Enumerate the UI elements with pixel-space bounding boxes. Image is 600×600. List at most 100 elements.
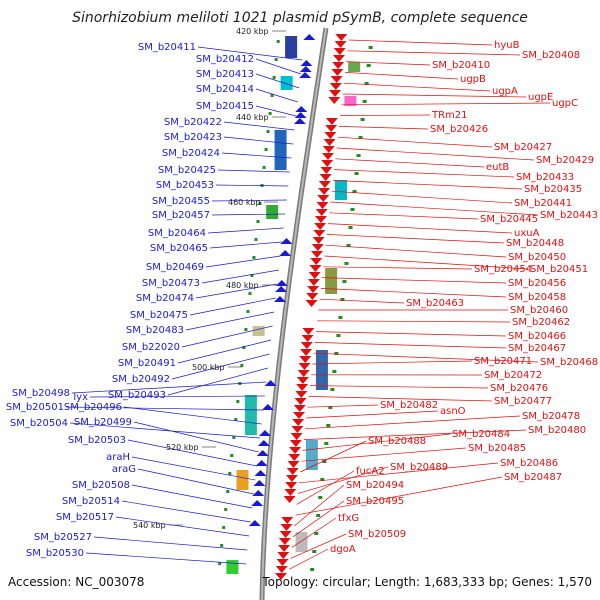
leader-line bbox=[177, 339, 272, 364]
gene-label-sm-b20465[interactable]: SM_b20465 bbox=[150, 243, 208, 254]
gene-label-sm-b20514[interactable]: SM_b20514 bbox=[62, 496, 120, 507]
gene-label-sm-b20474[interactable]: SM_b20474 bbox=[136, 293, 194, 304]
gene-label-sm-b20425[interactable]: SM_b20425 bbox=[158, 165, 216, 176]
gene-label-sm-b20498[interactable]: SM_b20498 bbox=[12, 388, 70, 399]
gene-label-sm-b20476[interactable]: SM_b20476 bbox=[490, 383, 548, 394]
gene-label-sm-b20457[interactable]: SM_b20457 bbox=[152, 210, 210, 221]
gene-label-sm-b20471[interactable]: SM_b20471 bbox=[474, 356, 532, 367]
gene-label-sm-b20475[interactable]: SM_b20475 bbox=[130, 310, 188, 321]
gene-label-sm-b20415[interactable]: SM_b20415 bbox=[196, 101, 254, 112]
gene-label-sm-b20463[interactable]: SM_b20463 bbox=[406, 298, 464, 309]
gene-label-sm-b20424[interactable]: SM_b20424 bbox=[162, 148, 220, 159]
gene-label-hyub[interactable]: hyuB bbox=[494, 40, 520, 51]
gene-label-sm-b20483[interactable]: SM_b20483 bbox=[126, 325, 184, 336]
forward-gene-arrow bbox=[323, 139, 336, 146]
gene-label-sm-b20504[interactable]: SM_b20504 bbox=[10, 418, 68, 429]
gene-label-sm-b20441[interactable]: SM_b20441 bbox=[514, 198, 572, 209]
gene-label-uxua[interactable]: uxuA bbox=[514, 228, 540, 239]
gene-label-sm-b20451[interactable]: SM_b20451 bbox=[530, 264, 588, 275]
gene-label-sm-b20480[interactable]: SM_b20480 bbox=[528, 425, 586, 436]
gene-label-ugpe[interactable]: ugpE bbox=[528, 92, 553, 103]
gene-label-sm-b20489[interactable]: SM_b20489 bbox=[390, 462, 448, 473]
gene-label-sm-b20486[interactable]: SM_b20486 bbox=[500, 458, 558, 469]
forward-gene-arrow bbox=[329, 83, 342, 90]
gene-label-sm-b20445[interactable]: SM_b20445 bbox=[480, 214, 538, 225]
gene-label-sm-b20499[interactable]: SM_b20499 bbox=[74, 417, 132, 428]
gene-label-sm-b20464[interactable]: SM_b20464 bbox=[148, 228, 206, 239]
gene-label-sm-b20427[interactable]: SM_b20427 bbox=[494, 142, 552, 153]
gene-label-sm-b20527[interactable]: SM_b20527 bbox=[34, 532, 92, 543]
gc-marker bbox=[246, 310, 250, 313]
tick-label-420-kbp: 420 kbp bbox=[236, 27, 269, 36]
gene-label-sm-b20484[interactable]: SM_b20484 bbox=[452, 429, 510, 440]
gene-label-sm-b20501[interactable]: SM_b20501 bbox=[6, 402, 64, 413]
gene-label-sm-b20456[interactable]: SM_b20456 bbox=[508, 278, 566, 289]
gene-label-lyx[interactable]: lyx bbox=[73, 392, 88, 403]
gene-label-sm-b20462[interactable]: SM_b20462 bbox=[512, 317, 570, 328]
gene-label-sm-b20433[interactable]: SM_b20433 bbox=[516, 172, 574, 183]
gene-label-sm-b20468[interactable]: SM_b20468 bbox=[540, 357, 598, 368]
gene-label-sm-b20503[interactable]: SM_b20503 bbox=[68, 435, 126, 446]
gene-label-sm-b20414[interactable]: SM_b20414 bbox=[196, 84, 254, 95]
gene-label-sm-b20410[interactable]: SM_b20410 bbox=[432, 60, 490, 71]
gene-label-sm-b20495[interactable]: SM_b20495 bbox=[346, 496, 404, 507]
gene-label-sm-b20435[interactable]: SM_b20435 bbox=[524, 184, 582, 195]
gene-label-sm-b20426[interactable]: SM_b20426 bbox=[430, 124, 488, 135]
gene-label-sm-b20467[interactable]: SM_b20467 bbox=[508, 343, 566, 354]
gene-label-sm-b20530[interactable]: SM_b20530 bbox=[26, 548, 84, 559]
gene-label-sm-b20491[interactable]: SM_b20491 bbox=[118, 358, 176, 369]
leader-line bbox=[65, 406, 264, 411]
gene-label-sm-b20448[interactable]: SM_b20448 bbox=[506, 238, 564, 249]
gene-label-sm-b20478[interactable]: SM_b20478 bbox=[522, 411, 580, 422]
gene-label-sm-b20460[interactable]: SM_b20460 bbox=[510, 305, 568, 316]
gene-label-fuca2[interactable]: fucA2 bbox=[356, 466, 385, 477]
gene-label-sm-b20487[interactable]: SM_b20487 bbox=[504, 472, 562, 483]
gene-label-sm-b20494[interactable]: SM_b20494 bbox=[346, 480, 404, 491]
gene-label-arag[interactable]: araG bbox=[112, 464, 136, 475]
gene-label-sm-b20517[interactable]: SM_b20517 bbox=[56, 512, 114, 523]
gene-label-sm-b20412[interactable]: SM_b20412 bbox=[196, 54, 254, 65]
gene-label-sm-b20509[interactable]: SM_b20509 bbox=[348, 529, 406, 540]
gene-label-sm-b20454[interactable]: SM_b20454 bbox=[474, 264, 532, 275]
gene-label-sm-b20482[interactable]: SM_b20482 bbox=[380, 400, 438, 411]
gene-label-ugpb[interactable]: ugpB bbox=[460, 74, 486, 85]
gene-label-ugpa[interactable]: ugpA bbox=[492, 86, 518, 97]
gene-label-sm-b20477[interactable]: SM_b20477 bbox=[494, 396, 552, 407]
gene-label-sm-b20423[interactable]: SM_b20423 bbox=[164, 132, 222, 143]
gene-label-sm-b20422[interactable]: SM_b20422 bbox=[164, 117, 222, 128]
gene-label-sm-b20413[interactable]: SM_b20413 bbox=[196, 69, 254, 80]
gc-marker bbox=[276, 40, 280, 43]
gene-label-sm-b20488[interactable]: SM_b20488 bbox=[368, 436, 426, 447]
gene-label-sm-b20466[interactable]: SM_b20466 bbox=[508, 331, 566, 342]
gene-label-sm-b20492[interactable]: SM_b20492 bbox=[112, 374, 170, 385]
gene-label-trm21[interactable]: TRm21 bbox=[431, 110, 468, 121]
gene-label-sm-b20455[interactable]: SM_b20455 bbox=[152, 196, 210, 207]
gene-label-sm-b20469[interactable]: SM_b20469 bbox=[146, 262, 204, 273]
gene-label-ugpc[interactable]: ugpC bbox=[552, 98, 578, 109]
gene-label-sm-b20485[interactable]: SM_b20485 bbox=[468, 443, 526, 454]
gene-label-dgoa[interactable]: dgoA bbox=[330, 544, 356, 555]
gene-label-sm-b20458[interactable]: SM_b20458 bbox=[508, 292, 566, 303]
gene-label-sm-b20496[interactable]: SM_b20496 bbox=[64, 402, 122, 413]
gene-label-arah[interactable]: araH bbox=[106, 452, 130, 463]
gene-label-sm-b20443[interactable]: SM_b20443 bbox=[540, 210, 598, 221]
leader-line bbox=[309, 385, 489, 389]
gene-label-sm-b20508[interactable]: SM_b20508 bbox=[72, 480, 130, 491]
gene-label-sm-b20473[interactable]: SM_b20473 bbox=[142, 278, 200, 289]
gene-label-sm-b20429[interactable]: SM_b20429 bbox=[536, 155, 594, 166]
gene-label-sm-b20450[interactable]: SM_b20450 bbox=[508, 252, 566, 263]
gc-marker bbox=[234, 418, 238, 421]
gene-label-sm-b20408[interactable]: SM_b20408 bbox=[522, 50, 580, 61]
gene-label-asno[interactable]: asnO bbox=[440, 406, 466, 417]
leader-line bbox=[131, 456, 256, 481]
feature-block bbox=[334, 180, 347, 200]
gene-label-sm-b20493[interactable]: SM_b20493 bbox=[108, 390, 166, 401]
gene-label-sm-b20472[interactable]: SM_b20472 bbox=[484, 370, 542, 381]
forward-gene-arrow bbox=[330, 76, 343, 83]
gene-label-sm-b22020[interactable]: SM_b22020 bbox=[122, 342, 180, 353]
gene-label-sm-b20411[interactable]: SM_b20411 bbox=[138, 42, 196, 53]
gene-label-sm-b20453[interactable]: SM_b20453 bbox=[156, 180, 214, 191]
gene-label-tfxg[interactable]: tfxG bbox=[338, 513, 359, 524]
gene-label-eutb[interactable]: eutB bbox=[486, 162, 509, 173]
